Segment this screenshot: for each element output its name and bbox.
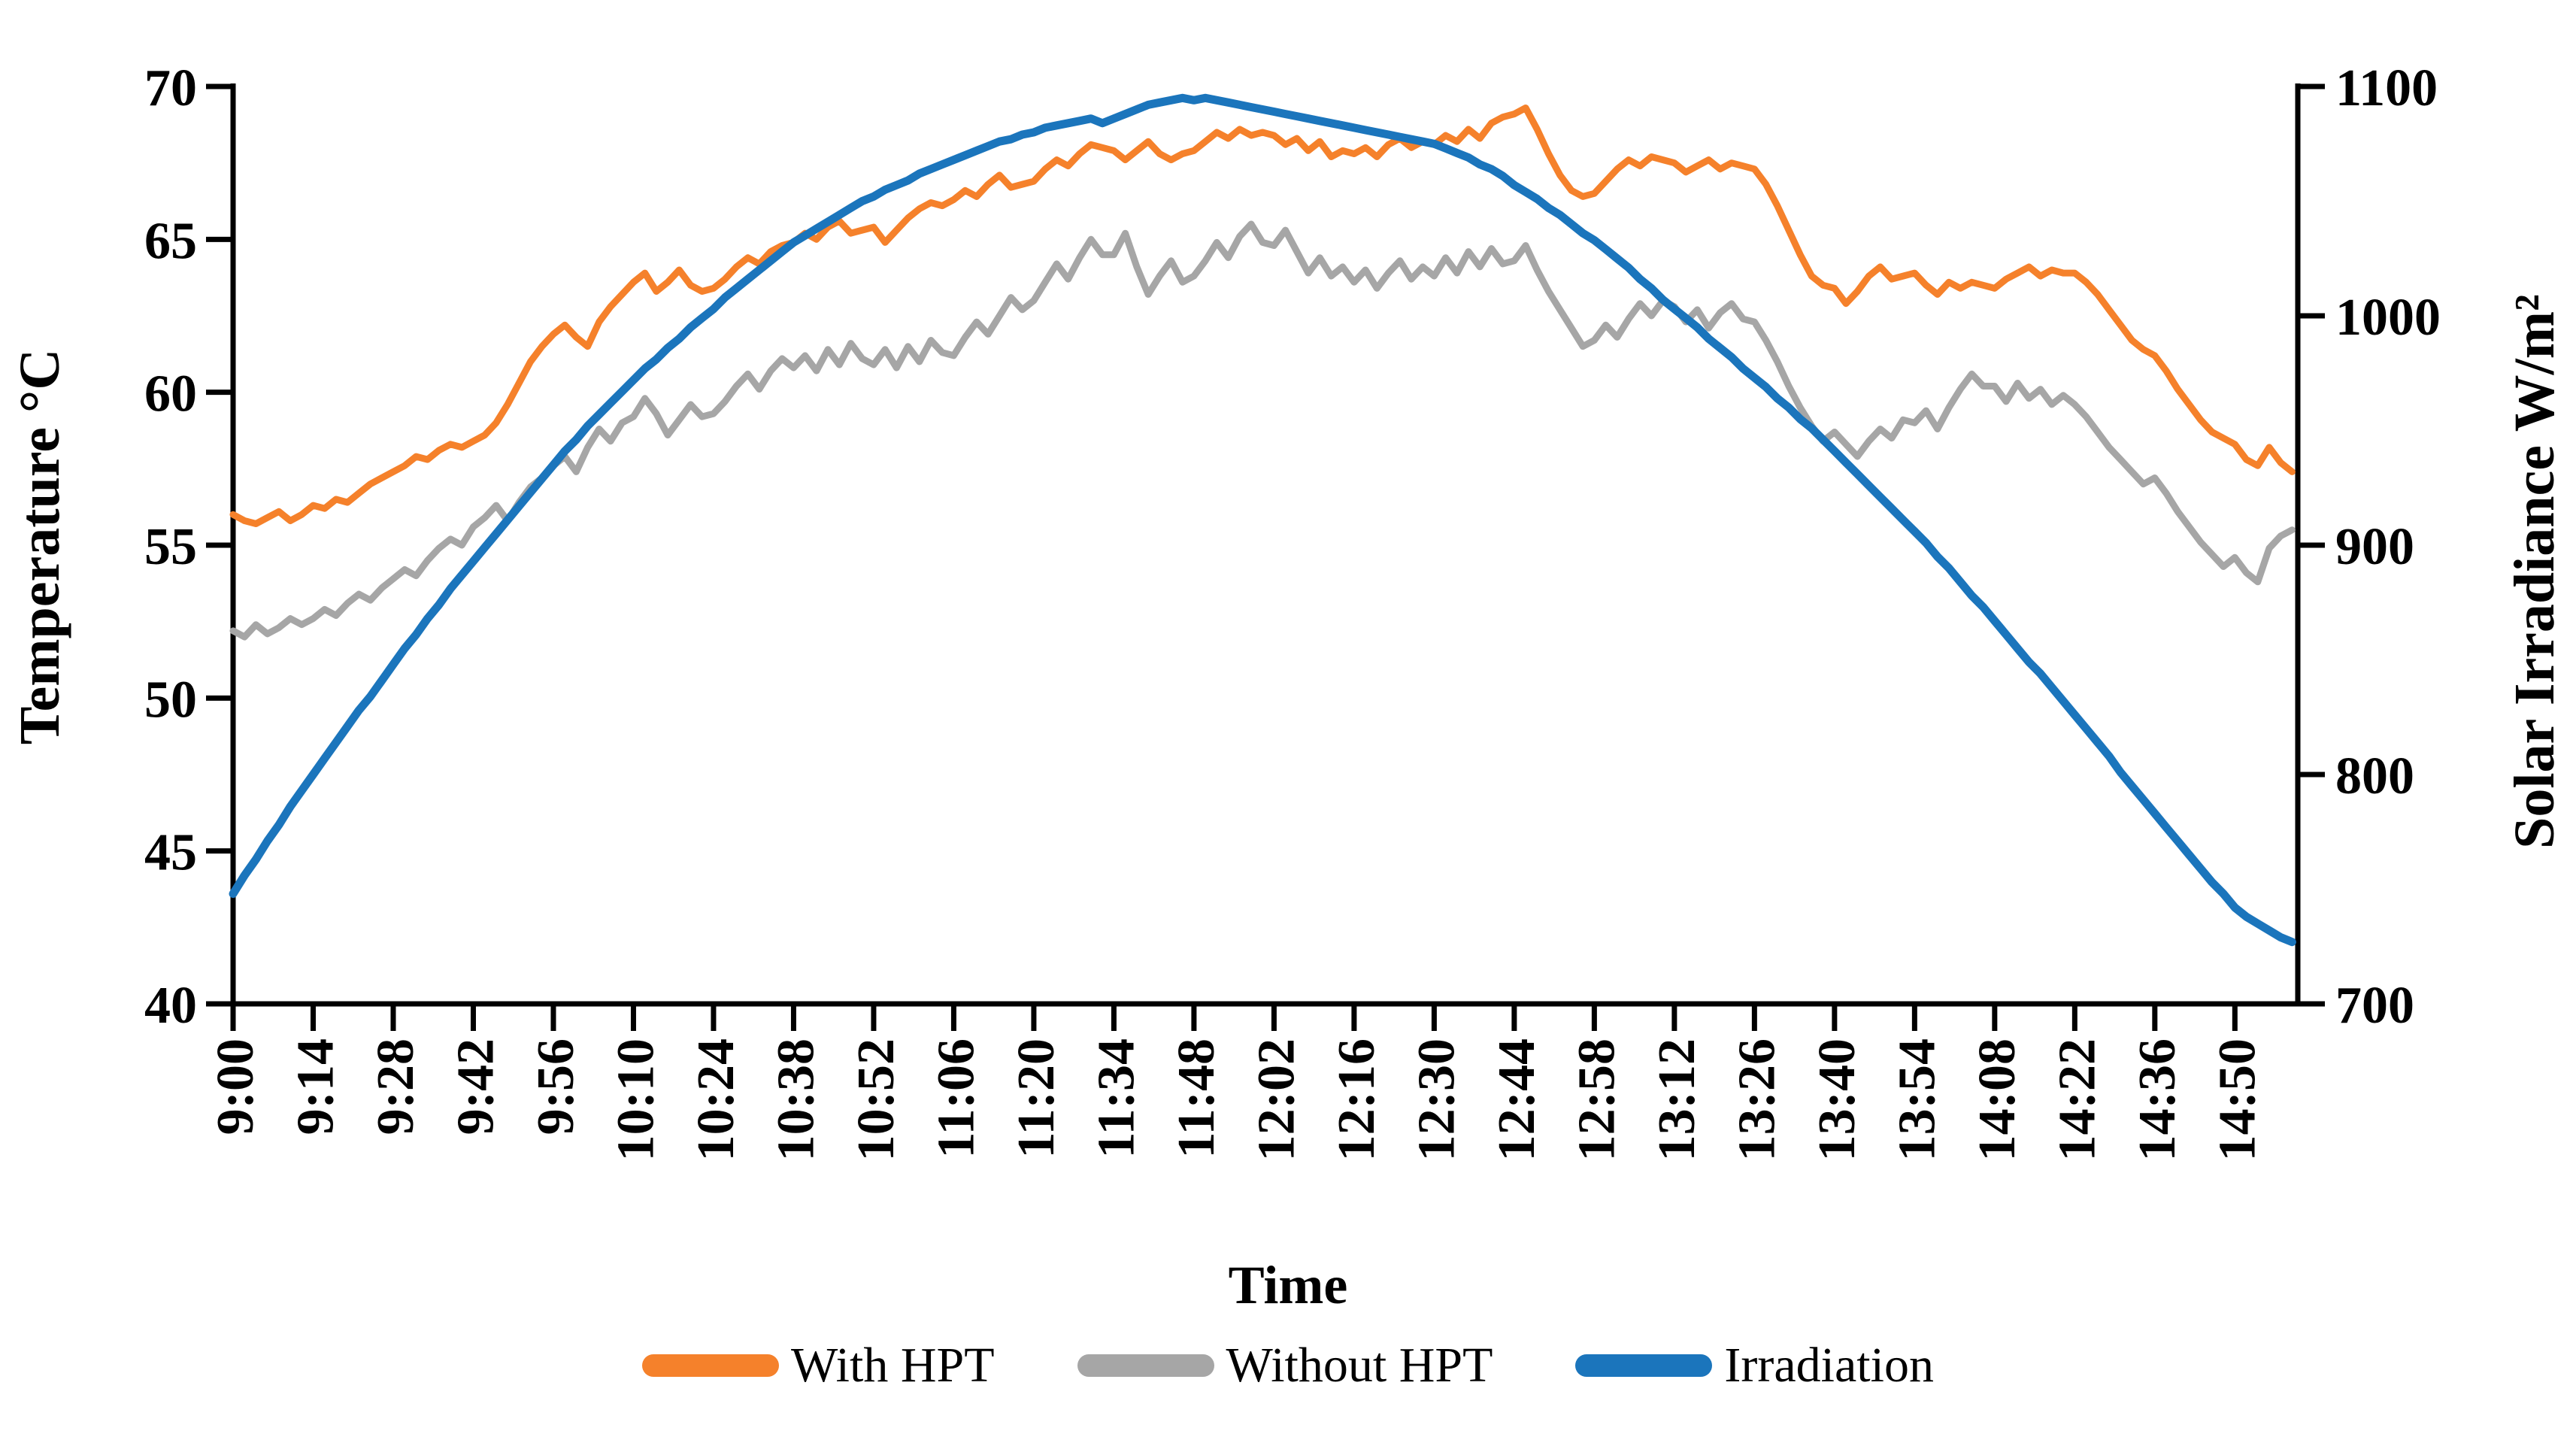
- x-tick-label: 9:14: [286, 1038, 344, 1135]
- with-hpt-line-swatch-icon: [642, 1354, 780, 1377]
- x-tick-label: 12:58: [1568, 1038, 1626, 1161]
- x-tick-label: 14:22: [2048, 1038, 2106, 1161]
- legend-label-with-hpt: With HPT: [791, 1338, 995, 1393]
- x-tick-label: 13:26: [1728, 1038, 1786, 1161]
- irradiation-line: [229, 93, 2296, 947]
- x-tick-label: 10:10: [607, 1038, 665, 1161]
- x-tick-label: 10:38: [767, 1038, 825, 1161]
- x-tick-label: 14:36: [2129, 1038, 2187, 1161]
- x-tick-label: 11:20: [1008, 1038, 1065, 1158]
- x-tick-label: 14:50: [2208, 1038, 2266, 1161]
- x-tick-label: 11:48: [1168, 1038, 1226, 1158]
- y-left-tick-label: 40: [144, 977, 197, 1035]
- x-tick-label: 10:52: [847, 1038, 905, 1161]
- legend-item-without-hpt: Without HPT: [1077, 1337, 1493, 1394]
- irradiation-line-swatch-icon: [1575, 1354, 1713, 1377]
- x-tick-label: 11:06: [927, 1038, 985, 1158]
- without-hpt-line-swatch-icon: [1077, 1354, 1214, 1377]
- x-tick-label: 13:12: [1648, 1038, 1706, 1161]
- x-tick-label: 14:08: [1968, 1038, 2026, 1161]
- x-tick-label: 12:44: [1488, 1038, 1546, 1161]
- y-right-tick-label: 1100: [2335, 59, 2438, 117]
- x-tick-label: 9:00: [207, 1038, 265, 1135]
- without-hpt-line: [229, 220, 2296, 641]
- y-left-tick-label: 45: [144, 824, 197, 882]
- x-tick-label: 13:40: [1808, 1038, 1866, 1161]
- x-tick-label: 9:28: [367, 1038, 425, 1135]
- y-right-tick-label: 700: [2335, 977, 2414, 1035]
- y-left-tick-label: 60: [144, 365, 197, 423]
- x-axis-title: Time: [1228, 1255, 1348, 1315]
- y-left-axis-title: Temperature °C: [8, 349, 71, 744]
- x-tick-label: 10:24: [687, 1038, 745, 1161]
- x-tick-label: 9:42: [447, 1038, 505, 1135]
- y-right-tick-label: 1000: [2335, 289, 2441, 347]
- legend-label-irradiation: Irradiation: [1724, 1338, 1934, 1393]
- y-right-axis-title: Solar Irradiance W/m²: [2503, 294, 2566, 849]
- y-left-tick-label: 50: [144, 671, 197, 729]
- x-tick-label: 12:30: [1408, 1038, 1465, 1161]
- series-lines-layer: [229, 93, 2296, 947]
- x-tick-label: 12:02: [1247, 1038, 1305, 1161]
- legend-item-irradiation: Irradiation: [1575, 1337, 1934, 1394]
- y-left-tick-label: 55: [144, 518, 197, 576]
- x-tick-label: 13:54: [1888, 1038, 1946, 1161]
- x-tick-label: 9:56: [527, 1038, 585, 1135]
- x-tick-label: 12:16: [1328, 1038, 1386, 1161]
- y-right-tick-label: 800: [2335, 747, 2414, 805]
- x-tick-label: 11:34: [1087, 1038, 1145, 1158]
- with-hpt-line: [229, 105, 2296, 527]
- axes-layer: 40 45 50 55 60 65 70 700 800 900 1000 1100 9:00 9:14 9…: [144, 59, 2441, 1161]
- y-left-tick-label: 65: [144, 212, 197, 270]
- y-left-tick-label: 70: [144, 59, 197, 117]
- legend: With HPT Without HPT Irradiation: [0, 1337, 2576, 1394]
- legend-item-with-hpt: With HPT: [642, 1337, 995, 1394]
- legend-label-without-hpt: Without HPT: [1226, 1338, 1493, 1393]
- y-right-tick-label: 900: [2335, 518, 2414, 576]
